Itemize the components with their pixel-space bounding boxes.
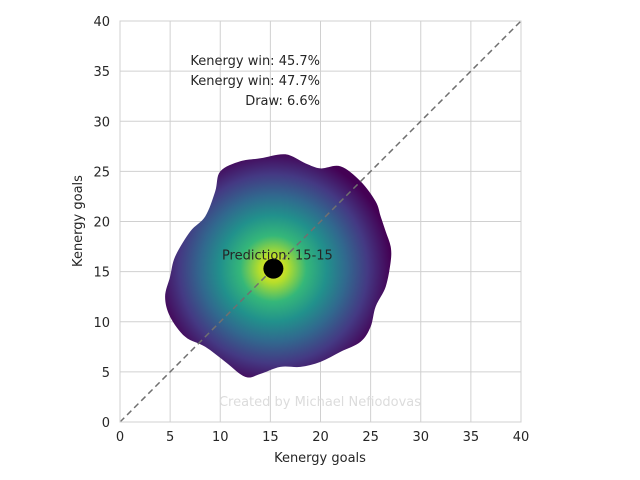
x-tick-label: 40 <box>513 430 530 445</box>
y-axis-label: Kenergy goals <box>71 175 86 267</box>
annotation-win-1: Kenergy win: 45.7% <box>190 54 320 69</box>
x-tick-label: 20 <box>312 430 329 445</box>
diagonal-reference-line <box>119 20 522 423</box>
y-tick-label: 10 <box>93 316 110 331</box>
x-tick-label: 0 <box>116 430 124 445</box>
x-tick-label: 35 <box>463 430 480 445</box>
x-tick-label: 5 <box>166 430 174 445</box>
y-tick-label: 35 <box>93 65 110 80</box>
y-tick-label: 20 <box>93 216 110 231</box>
y-tick-label: 25 <box>93 165 110 180</box>
x-tick-label: 25 <box>362 430 379 445</box>
x-tick-label: 30 <box>412 430 429 445</box>
y-tick-label: 30 <box>93 115 110 130</box>
x-axis-label: Kenergy goals <box>274 451 366 466</box>
annotation-draw: Draw: 6.6% <box>245 94 320 109</box>
x-tick-label: 15 <box>262 430 279 445</box>
y-tick-label: 40 <box>93 15 110 30</box>
prediction-label: Prediction: 15-15 <box>222 249 333 264</box>
prediction-point <box>263 258 284 279</box>
plot-frame <box>119 20 522 423</box>
y-tick-label: 0 <box>102 416 110 431</box>
y-tick-label: 5 <box>102 366 110 381</box>
axes <box>119 20 522 423</box>
x-tick-label: 10 <box>212 430 229 445</box>
watermark: Created by Michael Nefiodovas <box>219 395 421 410</box>
annotation-win-2: Kenergy win: 47.7% <box>190 74 320 89</box>
y-tick-label: 15 <box>93 266 110 281</box>
tick-labels: 0 5 10 15 20 25 30 35 40 0 5 10 15 20 25 30 35 40 <box>93 15 529 445</box>
probability-annotations: Kenergy win: 45.7% Kenergy win: 47.7% Dr… <box>190 54 320 109</box>
